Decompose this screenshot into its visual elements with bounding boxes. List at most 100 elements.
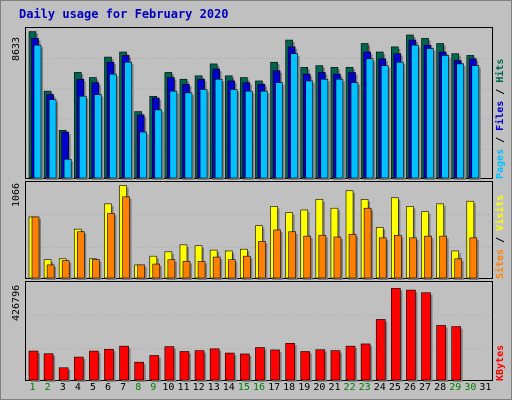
day-label: 8: [135, 382, 142, 393]
day-label: 13: [207, 382, 220, 393]
sites-bar: [469, 237, 478, 279]
day-label: 28: [434, 382, 447, 393]
files-legend: Files: [495, 100, 506, 131]
day-label: 5: [89, 382, 96, 393]
kbytes-bar: [391, 287, 401, 381]
kbytes-bar: [28, 350, 39, 381]
top-side-label: Pages / Files / Hits: [495, 27, 506, 179]
sites-bar: [348, 234, 357, 279]
day-label: 10: [162, 382, 175, 393]
pages-bar: [411, 44, 419, 179]
sites-bar: [122, 196, 130, 279]
day-label: 27: [419, 382, 432, 393]
kbytes-max-label: 426796: [11, 284, 22, 321]
pages-bar: [124, 61, 132, 179]
day-label: 9: [150, 382, 157, 393]
sites-bar: [333, 236, 342, 279]
pages-bar: [63, 158, 72, 179]
day-label: 14: [222, 382, 235, 393]
day-label: 16: [252, 382, 266, 393]
pages-bar: [350, 82, 359, 179]
day-label: 11: [177, 382, 190, 393]
day-label: 30: [464, 382, 477, 393]
kbytes-bar: [104, 348, 114, 381]
day-label: 31: [479, 382, 492, 393]
sites-bar: [363, 207, 372, 279]
hits-files-pages-chart: [26, 31, 494, 180]
pages-bar: [245, 90, 253, 179]
kbytes-bar: [360, 343, 371, 381]
pages-bar: [365, 58, 374, 179]
sites-bar: [182, 261, 191, 279]
kbytes-bar: [209, 348, 220, 381]
kbytes-bar: [255, 347, 265, 381]
sites-bar: [303, 235, 312, 279]
sites-bar: [454, 258, 463, 279]
kbytes-bar: [285, 342, 295, 381]
hits-files-pages-panel: [25, 27, 494, 180]
day-label: 15: [237, 382, 250, 393]
chart-title: Daily usage for February 2020: [19, 7, 229, 21]
kbytes-bar: [194, 350, 205, 381]
sites-bar: [409, 237, 417, 279]
day-label: 23: [358, 382, 371, 393]
day-label: 18: [283, 382, 296, 393]
day-label: 29: [449, 382, 462, 393]
kbytes-legend: KBytes: [495, 344, 506, 381]
day-label: 17: [268, 382, 281, 393]
legend-separator: /: [495, 230, 506, 249]
sites-bar: [439, 235, 447, 279]
kbytes-bar: [89, 350, 99, 381]
sites-bar: [92, 259, 100, 279]
kbytes-bar: [240, 353, 250, 381]
pages-bar: [290, 53, 298, 179]
kbytes-chart: [26, 287, 494, 382]
day-label: 20: [313, 382, 326, 393]
sites-bar: [31, 216, 40, 279]
kbytes-bar: [179, 351, 190, 381]
legend-separator: /: [495, 130, 506, 149]
day-label: 22: [343, 382, 356, 393]
pages-bar: [199, 89, 208, 179]
sites-bar: [394, 234, 402, 279]
day-label: 6: [105, 382, 112, 393]
hits-legend: Hits: [495, 58, 506, 83]
pages-bar: [275, 82, 283, 179]
sites-bar: [137, 264, 145, 279]
day-label: 19: [298, 382, 311, 393]
day-label: 24: [373, 382, 386, 393]
visits-sites-chart: [26, 185, 494, 280]
pages-bar: [109, 73, 117, 179]
pages-bar: [229, 89, 238, 179]
pages-bar: [214, 78, 223, 179]
sites-bar: [424, 235, 432, 279]
sites-bar: [167, 259, 176, 279]
pages-bar: [441, 55, 449, 179]
pages-bar: [396, 61, 404, 179]
kbytes-bar: [224, 352, 235, 381]
visits-sites-panel: [25, 181, 494, 280]
pages-bar: [78, 95, 87, 179]
day-label: 4: [74, 382, 81, 393]
day-label: 7: [120, 382, 127, 393]
sites-bar: [227, 259, 236, 279]
sites-bar: [46, 264, 55, 279]
pages-bar: [380, 65, 389, 179]
day-label: 3: [59, 382, 66, 393]
pages-bar: [169, 90, 178, 179]
sites-bar: [288, 231, 296, 279]
day-label: 1: [29, 382, 36, 393]
pages-bar: [139, 131, 147, 179]
bottom-side-label: KBytes: [495, 281, 506, 381]
kbytes-bar: [119, 345, 129, 381]
kbytes-bar: [421, 292, 431, 381]
kbytes-bar: [451, 326, 462, 381]
kbytes-bar: [375, 319, 386, 381]
kbytes-bar: [330, 350, 341, 381]
day-label: 26: [403, 382, 416, 393]
kbytes-bar: [315, 349, 326, 381]
pages-bar: [320, 78, 329, 179]
pages-bar: [471, 65, 480, 179]
pages-bar: [260, 90, 268, 179]
